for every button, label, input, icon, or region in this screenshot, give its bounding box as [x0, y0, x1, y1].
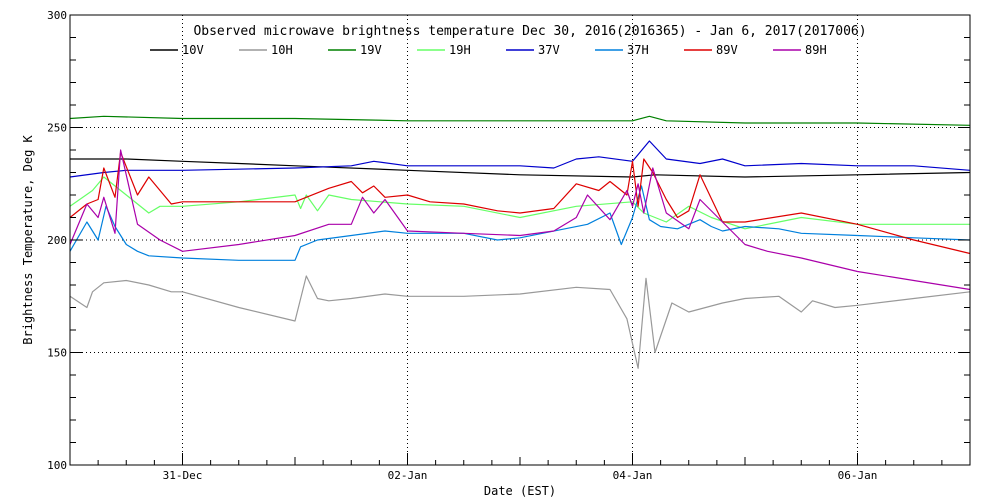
- series-line-10H: [69, 275, 971, 369]
- y-tick-label: 200: [47, 234, 67, 247]
- series-line-19V: [69, 115, 971, 126]
- y-tick-label: 100: [47, 459, 67, 472]
- series-line-37H: [69, 185, 971, 261]
- x-tick-label: 06-Jan: [838, 469, 878, 482]
- axis-ticks: 100 150 200 250 300 31-Dec 02-Jan 04-Jan 06-Jan: [47, 9, 970, 482]
- series-line-10V: [70, 158, 971, 178]
- series-line-37V: [69, 140, 971, 178]
- grid-lines: [70, 15, 970, 465]
- legend-label-19H: 19H: [449, 43, 471, 57]
- y-tick-label: 300: [47, 9, 67, 22]
- x-axis-label: Date (EST): [484, 484, 556, 498]
- series-line-19H: [69, 176, 970, 230]
- legend-label-89H: 89H: [805, 43, 827, 57]
- x-tick-label: 02-Jan: [388, 469, 428, 482]
- legend-label-37V: 37V: [538, 43, 560, 57]
- series-line-89V: [69, 151, 971, 255]
- y-tick-label: 250: [47, 122, 67, 135]
- legend-label-89V: 89V: [716, 43, 738, 57]
- y-axis-label: Brightness Temperature, Deg K: [21, 134, 35, 344]
- legend-label-37H: 37H: [627, 43, 649, 57]
- legend-label-10V: 10V: [182, 43, 204, 57]
- y-tick-label: 150: [47, 347, 67, 360]
- legend-label-19V: 19V: [360, 43, 382, 57]
- data-series-group: [69, 115, 971, 369]
- legend: 10V 10H 19V 19H 37V 37H 89V 89H: [150, 43, 827, 57]
- chart-title: Observed microwave brightness temperatur…: [193, 24, 866, 39]
- x-tick-label: 31-Dec: [163, 469, 203, 482]
- legend-label-10H: 10H: [271, 43, 293, 57]
- series-line-89H: [69, 149, 971, 291]
- x-tick-label: 04-Jan: [613, 469, 653, 482]
